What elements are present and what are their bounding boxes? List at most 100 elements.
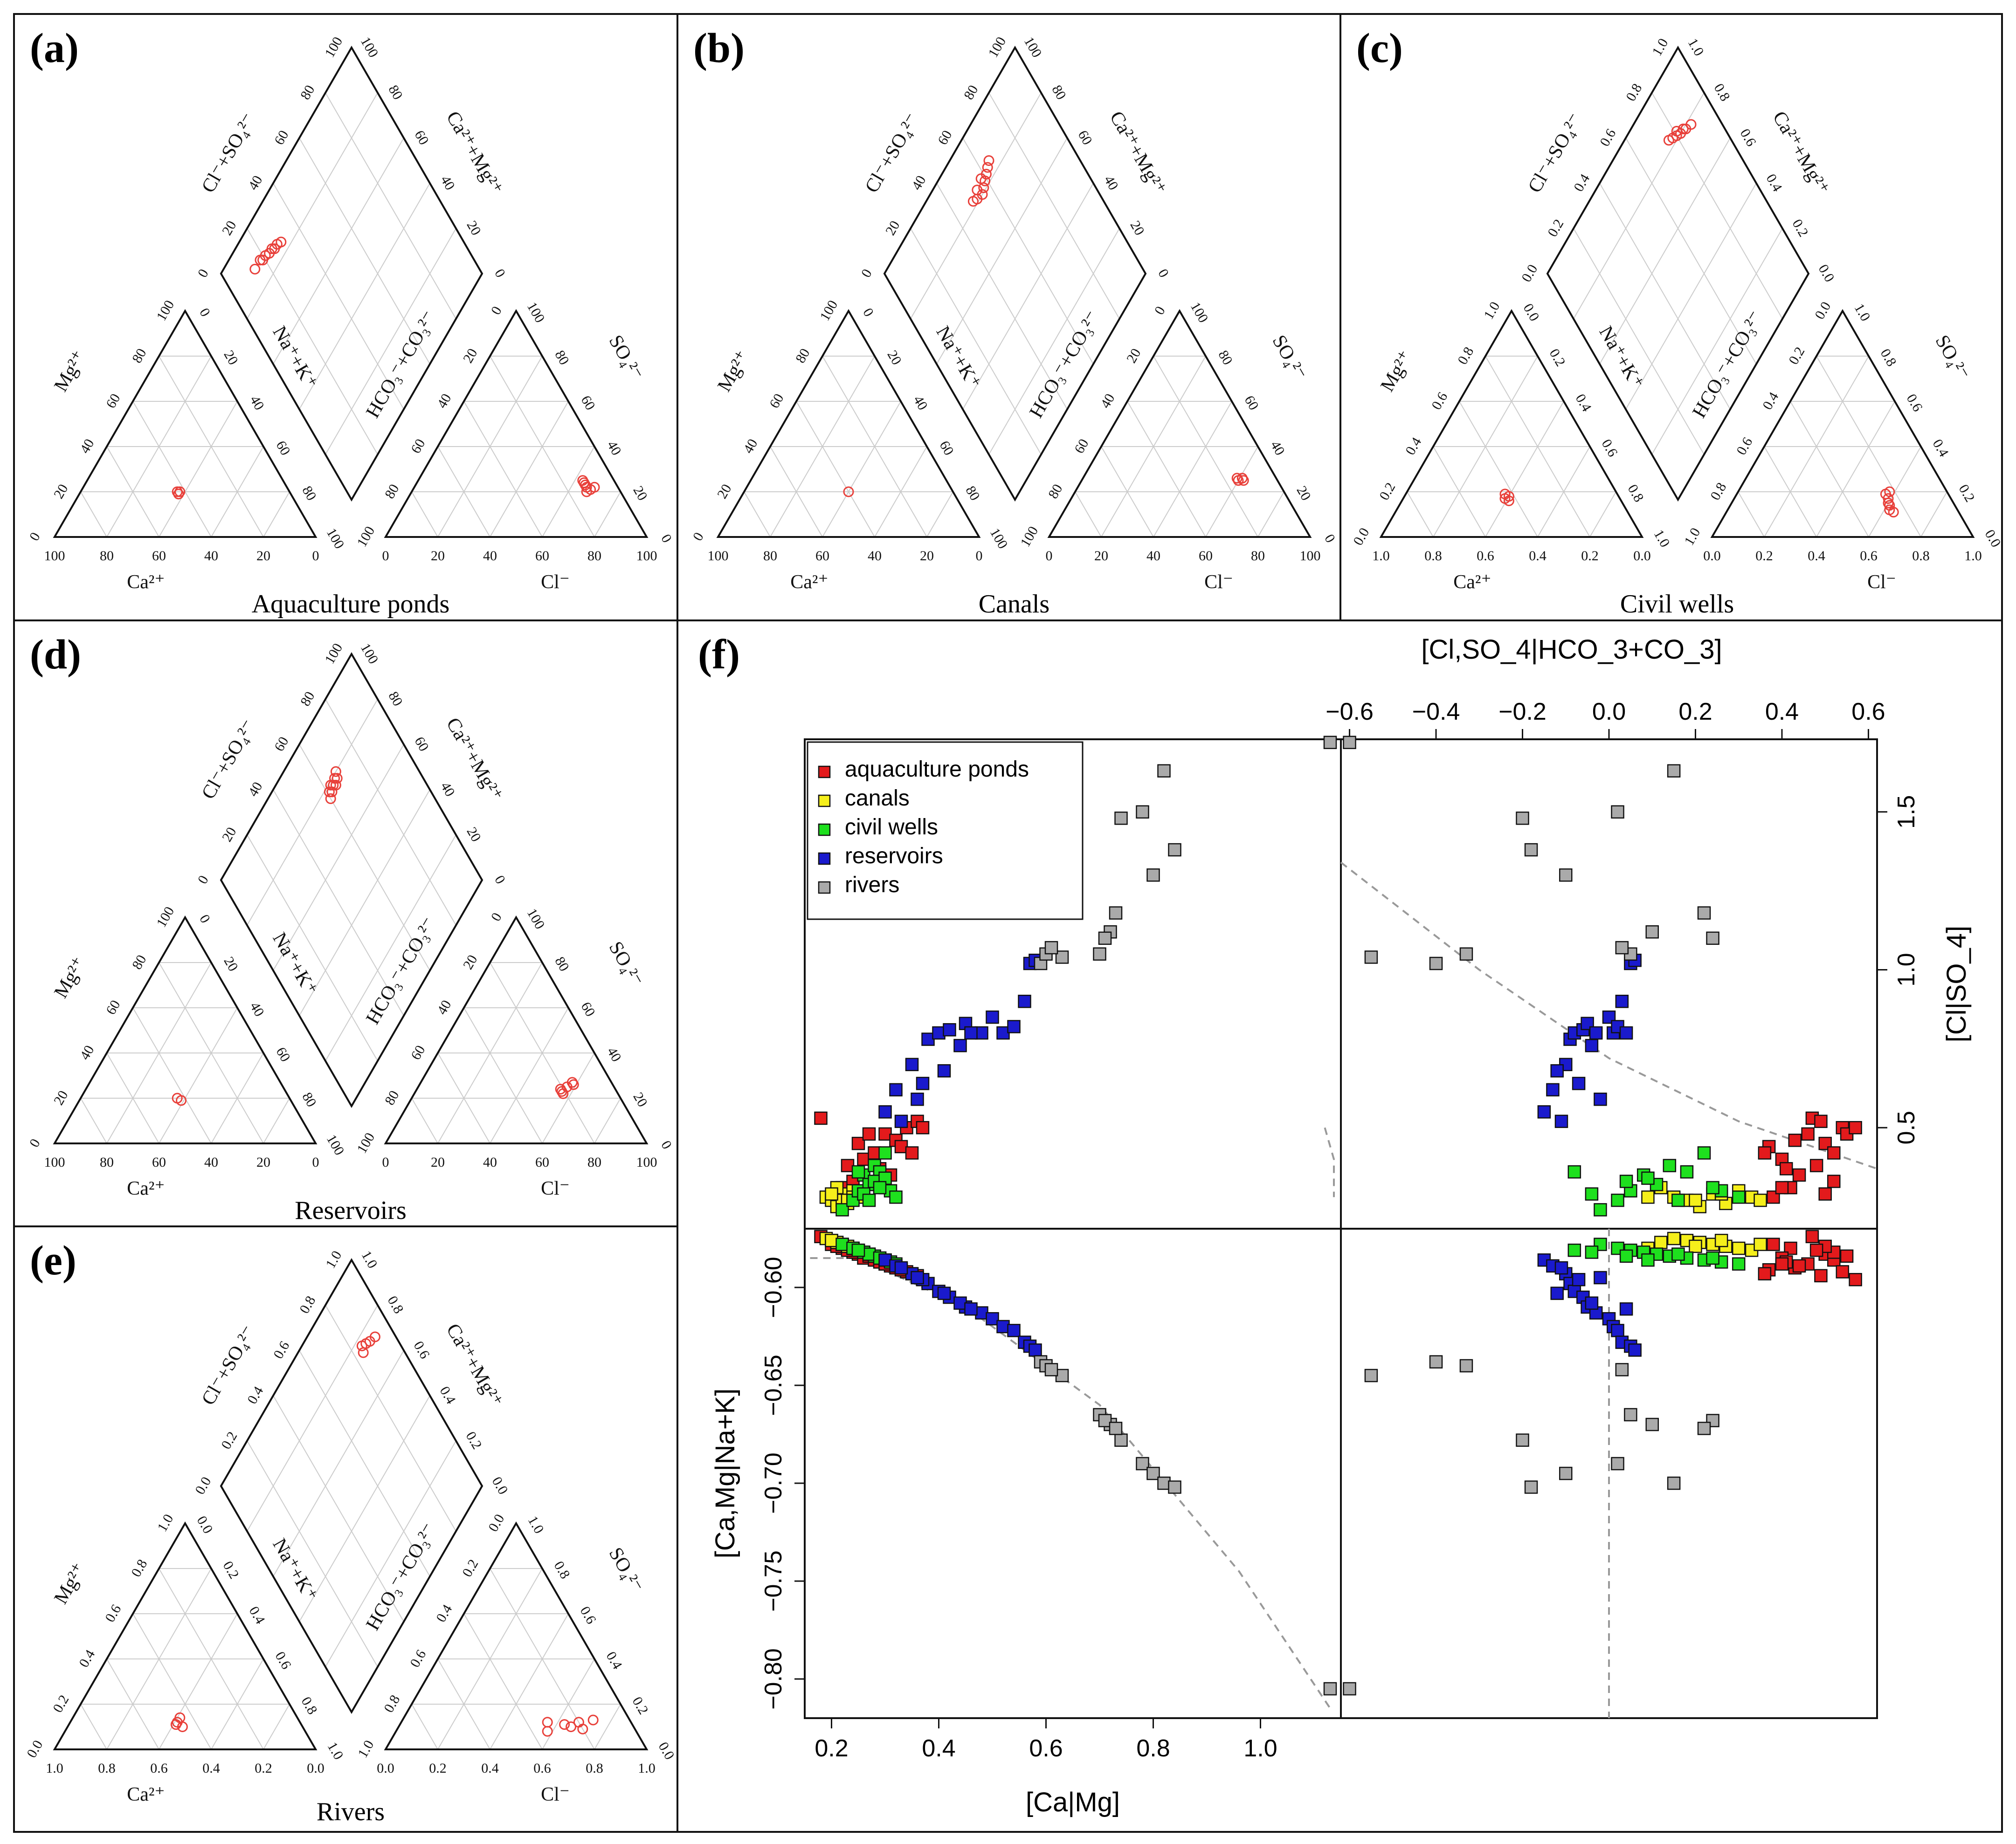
point-cl-so4-hco3-vs-ca-mg-na-k <box>1628 1343 1642 1357</box>
cation-left-tick: 0.6 <box>102 1602 124 1625</box>
anion-triangle-gridline <box>1816 356 1921 537</box>
anion-left-tick: 0.0 <box>1812 299 1834 322</box>
anion-triangle-outline <box>384 1521 649 1750</box>
cation-triangle-gridline <box>1433 446 1486 537</box>
point-ca-mg-vs-ca-mg-na-k <box>1055 1369 1069 1383</box>
panel-d: (d) 100 0 0 0 100 100 0 100 80 20 20 20 80 80 20 80 60 40… <box>13 619 682 1231</box>
diamond-point <box>324 786 335 798</box>
cation-left-tick: 1.0 <box>1481 299 1503 322</box>
point-cl-so4-hco3-vs-cl-so4 <box>1611 805 1624 819</box>
point-ca-mg-vs-cl-so4 <box>862 1127 876 1141</box>
diamond-gridline <box>1625 138 1757 365</box>
diamond-right-tick: 80 <box>385 83 406 102</box>
cation-triangle-gridline <box>926 491 953 537</box>
anion-triangle-gridline <box>411 491 438 537</box>
point-cl-so4-hco3-vs-cl-so4 <box>1589 1026 1603 1040</box>
panel-b: (b) 100 0 0 0 100 100 0 100 80 20 20 20 80 80 20 80 60 40… <box>677 13 1345 625</box>
y-right-tick-label: 0.5 <box>1893 1111 1920 1144</box>
point-cl-so4-hco3-vs-cl-so4 <box>1849 1121 1862 1135</box>
matrix-cell <box>1340 1228 1878 1719</box>
diamond-gridline <box>910 228 1042 455</box>
cation-triangle-outline <box>53 309 318 538</box>
point-cl-so4-hco3-vs-ca-mg-na-k <box>1671 1247 1685 1261</box>
point-cl-so4-hco3-vs-cl-so4 <box>1641 1171 1655 1185</box>
cation-left-tick: 80 <box>793 346 813 365</box>
anion-left-tick: 100 <box>354 1130 378 1156</box>
point-ca-mg-vs-cl-so4 <box>1093 947 1106 961</box>
anion-bottom-tick: 0.2 <box>1755 548 1773 564</box>
anion-right-tick: 1.0 <box>1851 301 1873 324</box>
diamond-gridline <box>325 1440 456 1667</box>
cation-right-tick: 0.0 <box>1520 301 1542 324</box>
point-cl-so4-hco3-vs-cl-so4 <box>1801 1127 1815 1141</box>
cation-triangle-gridline <box>1407 491 1434 537</box>
legend-swatch <box>818 852 831 865</box>
cation-left-tick: 0.4 <box>76 1647 98 1670</box>
x-bottom-axis-title: [Ca|Mg] <box>1026 1787 1120 1817</box>
diamond-right-tick: 0.6 <box>411 1339 433 1362</box>
diamond-right-tick: 0.6 <box>1737 126 1759 149</box>
cation-right-tick: 60 <box>936 438 957 458</box>
point-cl-so4-hco3-vs-ca-mg-na-k <box>1585 1245 1599 1259</box>
point-cl-so4-hco3-vs-cl-so4 <box>1818 1187 1832 1201</box>
point-cl-so4-hco3-vs-cl-so4 <box>1537 1105 1551 1119</box>
anion-right-tick: 0 <box>658 532 675 545</box>
anion-triangle-gridline <box>1257 491 1284 537</box>
cation-bottom-tick: 60 <box>815 548 829 564</box>
diamond-outline <box>220 46 483 502</box>
point-ca-mg-vs-cl-so4 <box>878 1127 892 1141</box>
anion-left-tick: 0.8 <box>1707 480 1729 503</box>
cation-triangle-gridline <box>770 446 823 537</box>
anion-triangle-gridline <box>1738 491 1765 537</box>
anion-bottom-axis-label: Cl⁻ <box>1204 571 1233 593</box>
anion-triangle-gridline <box>1920 491 1947 537</box>
cation-triangle-gridline <box>1459 401 1538 537</box>
diamond-gridline <box>273 789 404 1016</box>
anion-triangle-gridline <box>437 446 490 537</box>
cation-left-tick: 0 <box>27 1136 43 1150</box>
diamond-right-tick: 0 <box>491 873 508 887</box>
cation-right-tick: 0.8 <box>298 1694 320 1717</box>
cation-right-tick: 0.0 <box>194 1514 216 1536</box>
anion-right-tick: 0 <box>658 1138 675 1152</box>
point-cl-so4-hco3-vs-cl-so4 <box>1689 1193 1702 1207</box>
trend-curve <box>1324 1127 1335 1197</box>
anion-triangle-gridline <box>594 491 621 537</box>
anion-bottom-tick: 0 <box>382 548 389 564</box>
point-cl-so4-hco3-vs-ca-mg-na-k <box>1849 1273 1862 1287</box>
diamond-left-tick: 20 <box>219 825 240 844</box>
point-ca-mg-vs-ca-mg-na-k <box>851 1243 865 1257</box>
point-ca-mg-vs-cl-so4 <box>1168 843 1181 857</box>
panel-label: (e) <box>30 1238 76 1284</box>
diamond-left-tick: 0.0 <box>192 1474 214 1497</box>
cation-bottom-tick: 0.0 <box>1633 548 1651 564</box>
cation-left-axis-label: Mg²⁺ <box>50 1560 90 1608</box>
diamond-left-tick: 100 <box>985 34 1009 60</box>
cation-bottom-tick: 1.0 <box>1372 548 1390 564</box>
diamond-gridline <box>299 744 430 971</box>
diamond-left-tick: 40 <box>909 173 929 193</box>
anion-triangle-gridline <box>463 1613 543 1750</box>
anion-triangle-gridline <box>490 401 569 537</box>
anion-right-tick: 40 <box>604 438 624 458</box>
point-cl-so4-hco3-vs-ca-mg-na-k <box>1732 1241 1746 1255</box>
x-top-tick-label: −0.4 <box>1412 698 1460 725</box>
cation-left-axis-label: Mg²⁺ <box>713 347 753 396</box>
point-ca-mg-vs-cl-so4 <box>916 1077 930 1090</box>
x-top-tick-label: 0.4 <box>1765 698 1799 725</box>
matrix-cell <box>804 1228 1342 1719</box>
diamond-right-tick: 100 <box>358 641 381 667</box>
anion-point <box>577 475 588 486</box>
cation-triangle-outline <box>1379 309 1644 538</box>
x-top-tick-label: −0.6 <box>1326 698 1374 725</box>
anion-left-tick: 0.8 <box>381 1693 403 1715</box>
anion-bottom-tick: 60 <box>535 1155 549 1170</box>
anion-triangle-gridline <box>1127 401 1206 537</box>
diamond-right-tick: 40 <box>437 779 458 799</box>
point-cl-so4-hco3-vs-cl-so4 <box>1645 925 1659 939</box>
diamond-gridline <box>247 228 378 455</box>
cation-bottom-tick: 40 <box>868 548 882 564</box>
point-ca-mg-vs-cl-so4 <box>975 1026 988 1040</box>
cation-right-tick: 60 <box>273 1045 293 1064</box>
point-cl-so4-hco3-vs-ca-mg-na-k <box>1758 1267 1772 1280</box>
